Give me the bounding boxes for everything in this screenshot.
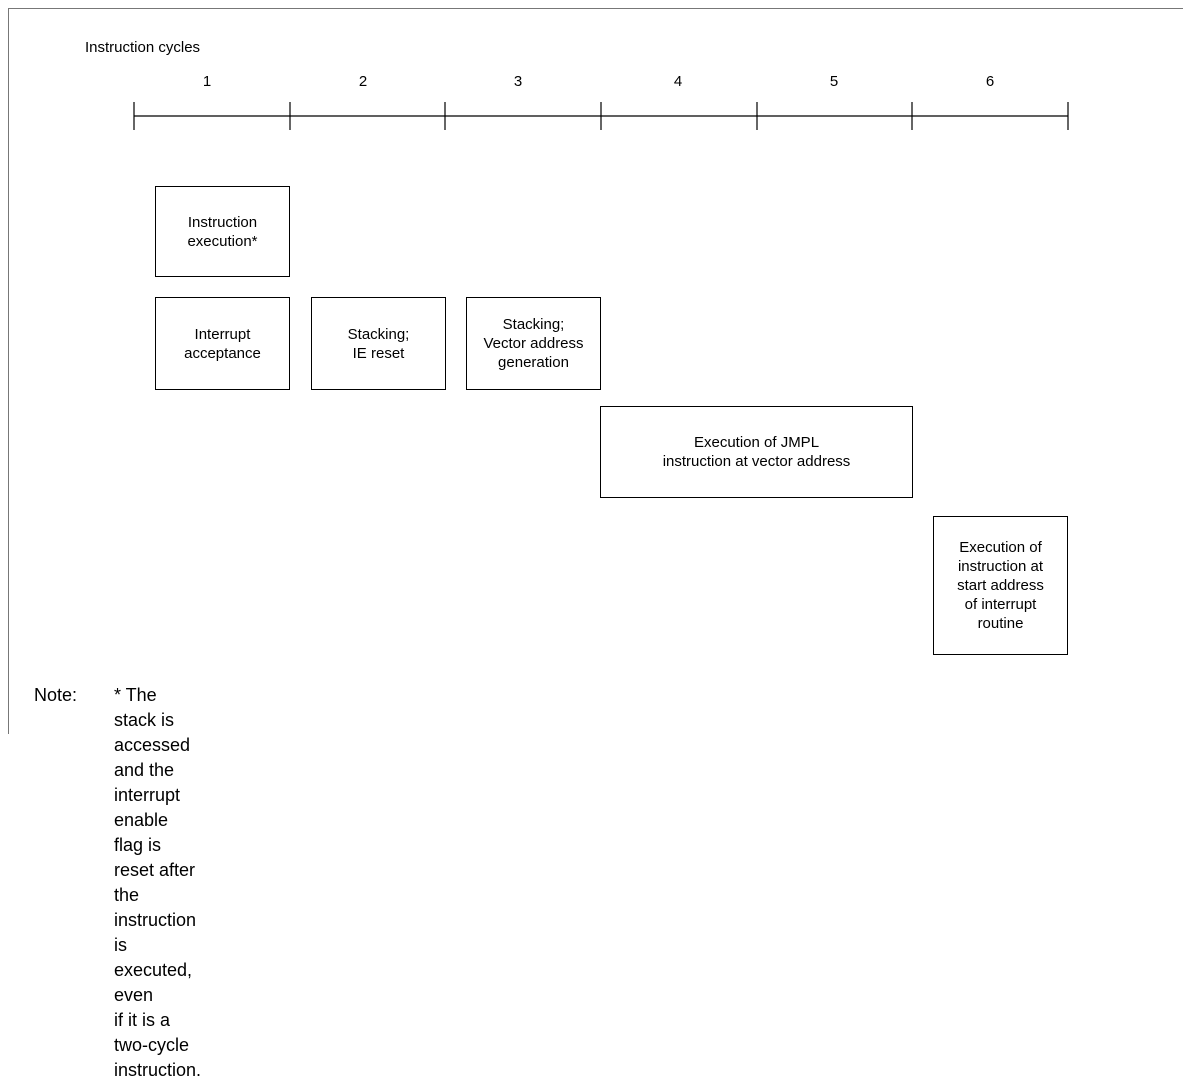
diagram-frame xyxy=(8,8,1183,734)
stacking-vector-label: Stacking; Vector address generation xyxy=(483,316,584,371)
routine-start-label: Execution of instruction at start addres… xyxy=(957,539,1044,632)
instruction-execution-label: Instruction execution* xyxy=(187,213,258,250)
routine-start-box: Execution of instruction at start addres… xyxy=(933,516,1068,655)
jmpl-execution-box: Execution of JMPL instruction at vector … xyxy=(600,406,913,498)
instruction-execution-box: Instruction execution* xyxy=(155,186,290,277)
stacking-ie-reset-box: Stacking; IE reset xyxy=(311,297,446,390)
stacking-ie-reset-label: Stacking; IE reset xyxy=(347,325,410,362)
interrupt-acceptance-label: Interrupt acceptance xyxy=(184,325,261,362)
note-text: * The stack is accessed and the interrup… xyxy=(114,685,202,1080)
interrupt-timing-diagram: Instruction cycles 1 2 3 4 5 6 Instructi… xyxy=(8,8,1183,1080)
axis-title: Instruction cycles xyxy=(85,39,201,56)
interrupt-acceptance-box: Interrupt acceptance xyxy=(155,297,290,390)
cycle-label-5: 5 xyxy=(829,73,839,90)
cycle-label-2: 2 xyxy=(358,73,368,90)
note-label: Note: xyxy=(34,685,78,705)
stacking-vector-box: Stacking; Vector address generation xyxy=(466,297,601,390)
cycle-label-6: 6 xyxy=(985,73,995,90)
cycle-label-1: 1 xyxy=(202,73,212,90)
jmpl-execution-label: Execution of JMPL instruction at vector … xyxy=(662,434,851,470)
cycle-label-3: 3 xyxy=(513,73,523,90)
cycle-label-4: 4 xyxy=(673,73,683,90)
